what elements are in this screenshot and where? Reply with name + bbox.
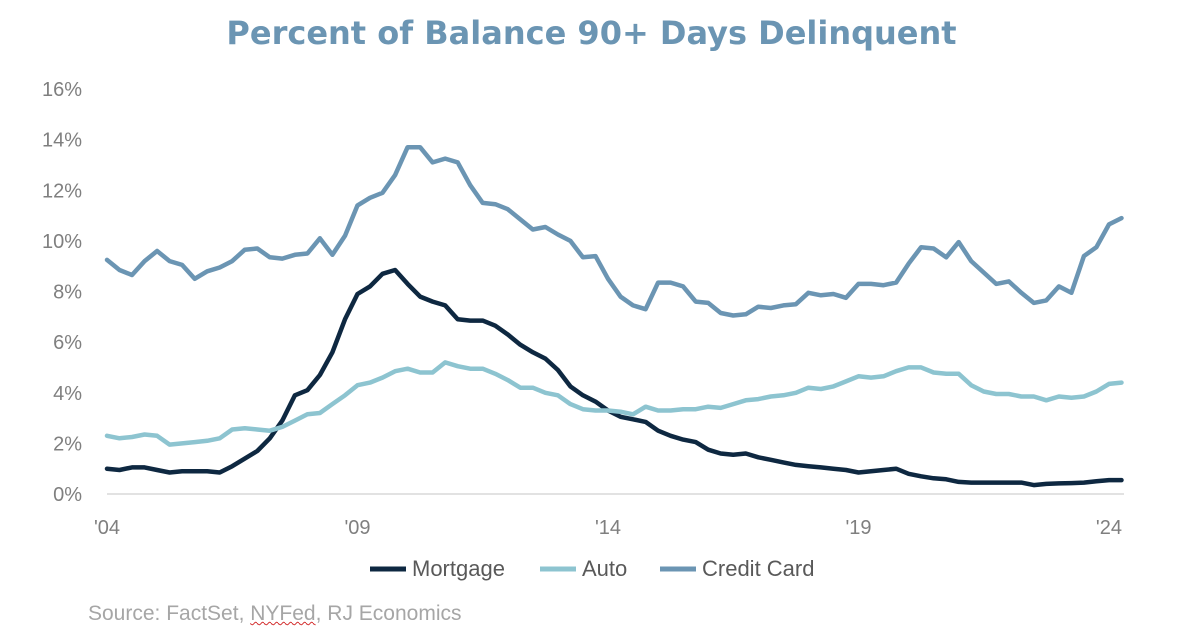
x-tick-label: '24 xyxy=(1096,517,1122,539)
x-tick-label: '04 xyxy=(94,517,120,539)
y-tick-label: 0% xyxy=(53,484,82,506)
y-tick-label: 4% xyxy=(53,383,82,405)
y-tick-label: 8% xyxy=(53,282,82,304)
series-lines xyxy=(104,144,1124,488)
y-axis: 0% 2% 4% 6% 8% 10% 12% 14% 16% xyxy=(42,79,82,506)
x-tick-label: '09 xyxy=(344,517,370,539)
legend: Mortgage Auto Credit Card xyxy=(370,556,814,581)
source-note: Source: FactSet, NYFed, RJ Economics xyxy=(88,602,461,626)
series-line-credit-card xyxy=(104,144,1124,318)
y-tick-label: 10% xyxy=(42,231,82,253)
y-tick-label: 12% xyxy=(42,180,82,202)
x-tick-label: '19 xyxy=(845,517,871,539)
legend-label: Auto xyxy=(582,556,627,581)
x-tick-label: '14 xyxy=(595,517,621,539)
source-flagged-word: NYFed xyxy=(250,602,316,625)
source-suffix: , RJ Economics xyxy=(315,602,462,625)
series-line-auto xyxy=(104,360,1124,447)
series-line-mortgage xyxy=(104,267,1124,488)
y-tick-label: 14% xyxy=(42,130,82,152)
y-tick-label: 16% xyxy=(42,79,82,101)
y-tick-label: 2% xyxy=(53,433,82,455)
y-tick-label: 6% xyxy=(53,332,82,354)
x-axis: '04 '09 '14 '19 '24 xyxy=(94,493,1124,539)
legend-label: Credit Card xyxy=(702,556,814,581)
legend-label: Mortgage xyxy=(412,556,505,581)
source-prefix: Source: FactSet, xyxy=(88,602,251,625)
chart-title: Percent of Balance 90+ Days Delinquent xyxy=(226,14,957,52)
